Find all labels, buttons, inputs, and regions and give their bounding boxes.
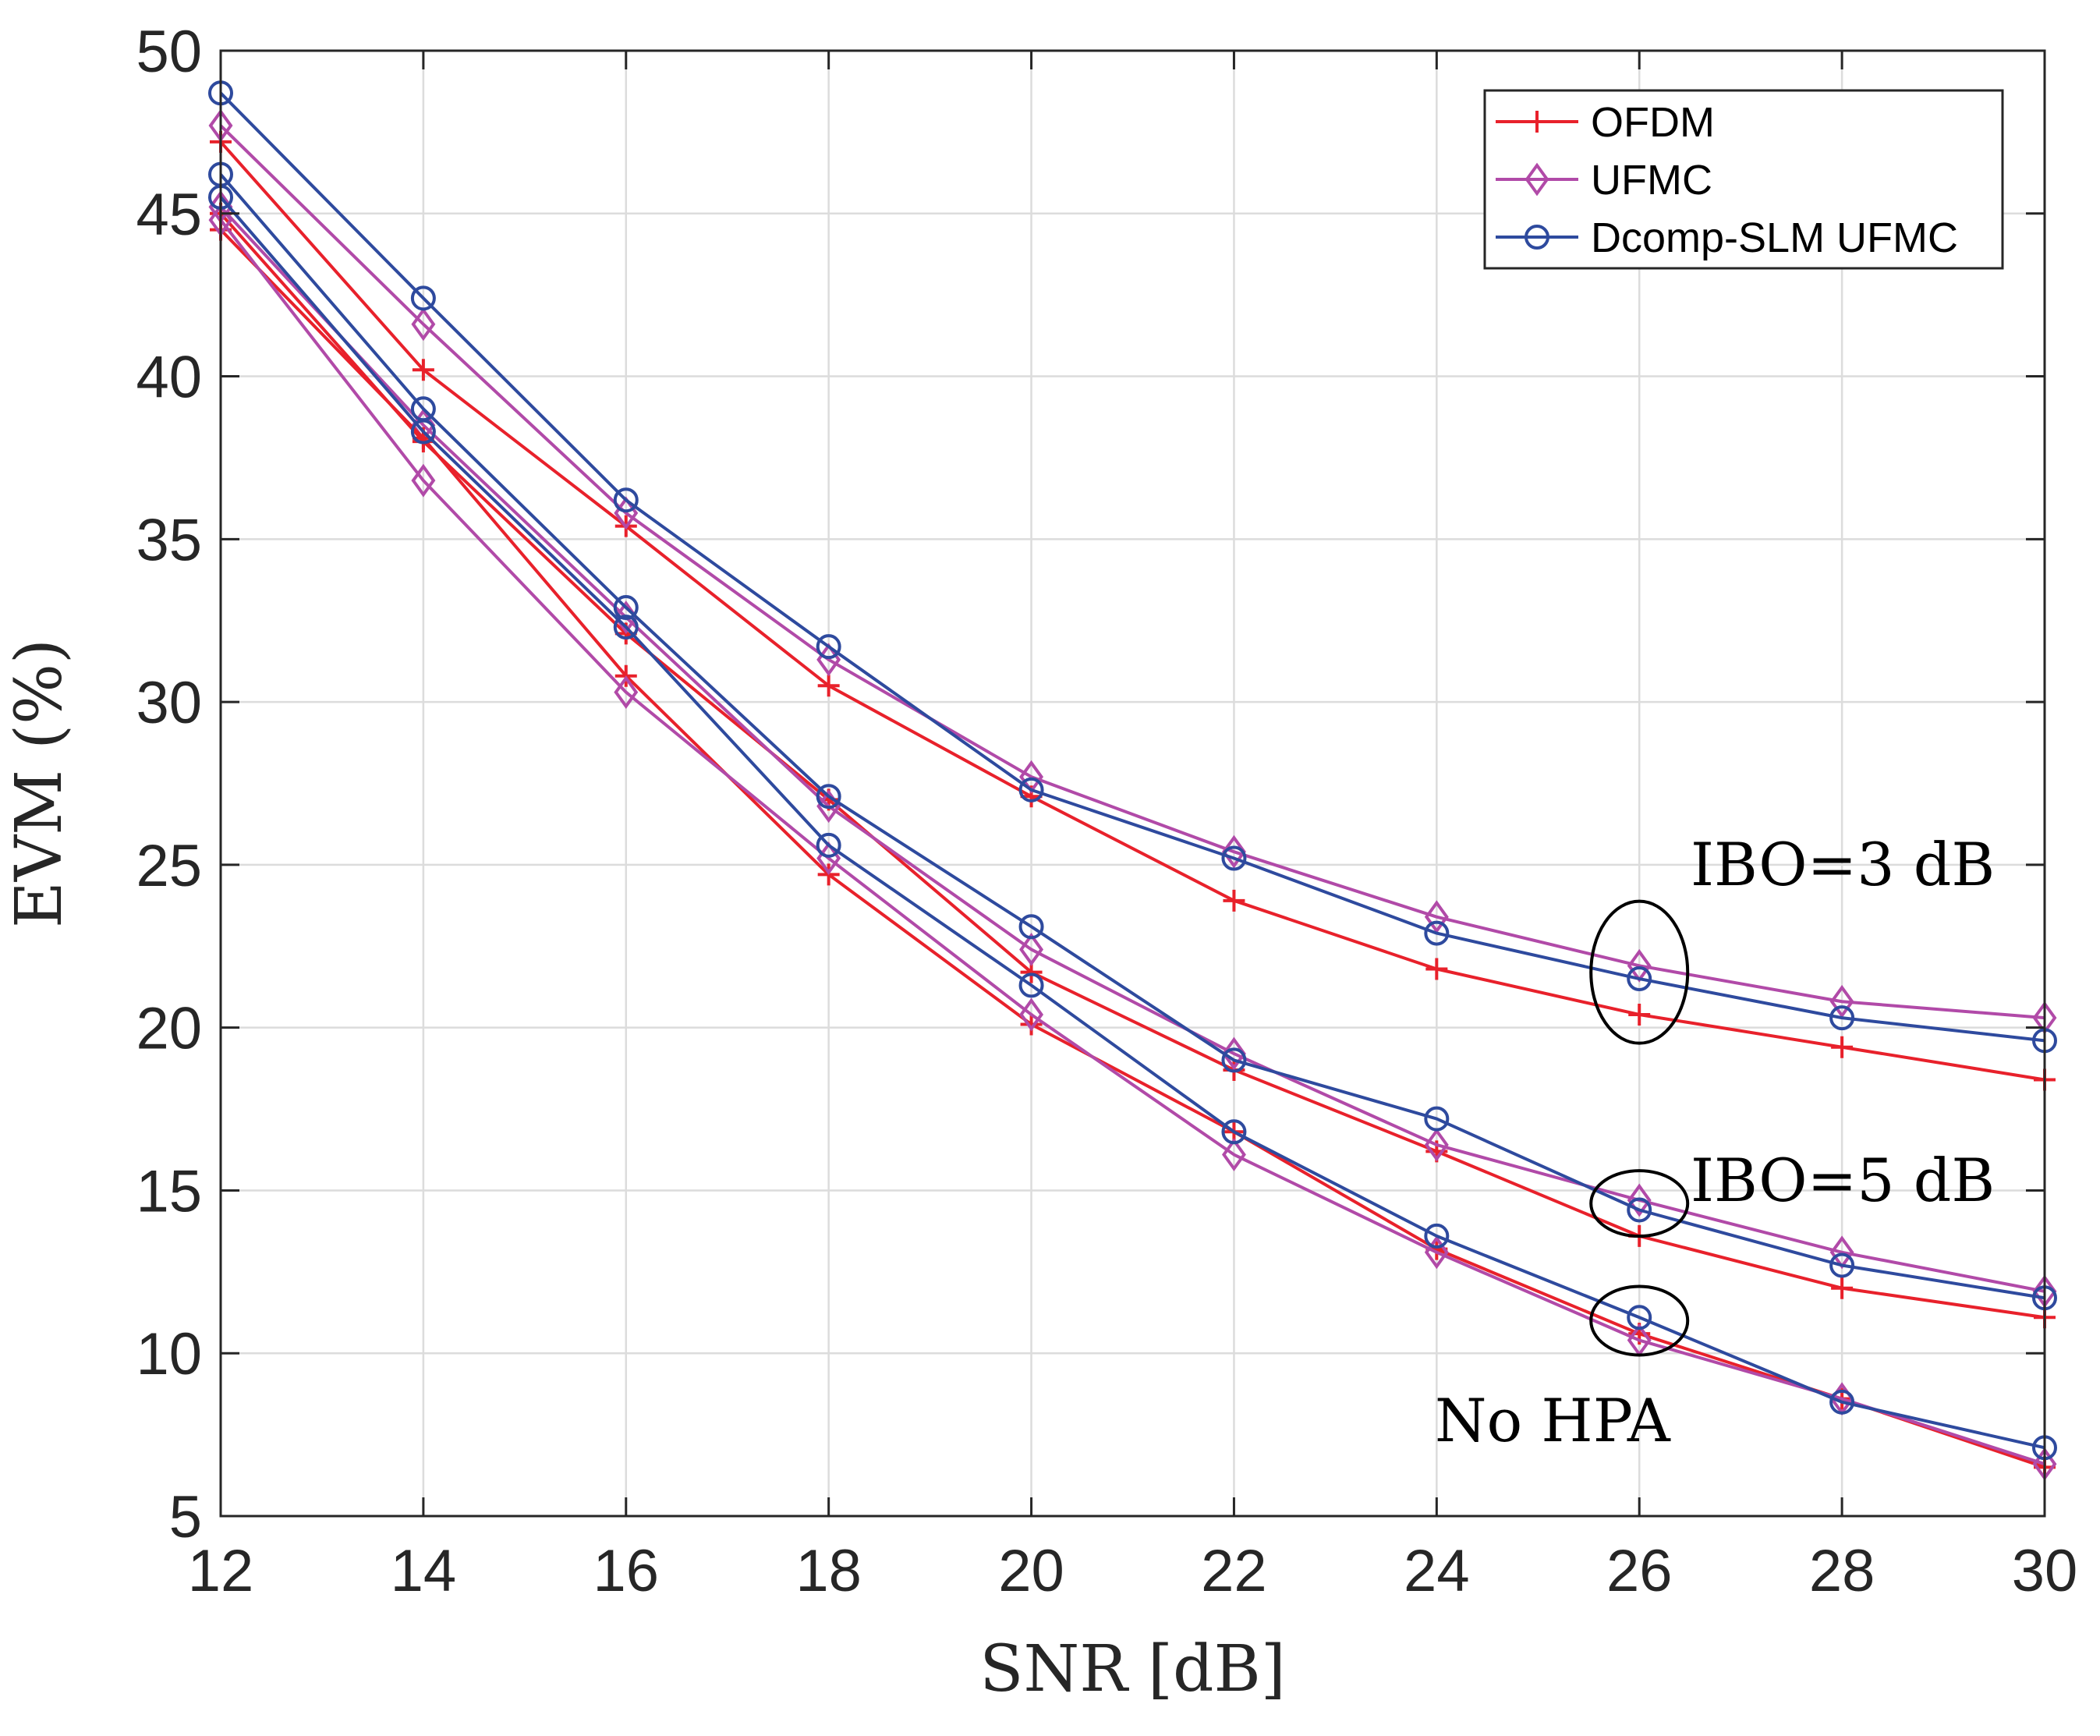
series-line — [219, 212, 2045, 1320]
data-point-circle — [1018, 777, 1044, 802]
data-point-diamond — [1424, 900, 1449, 934]
data-point-plus — [1831, 1036, 1854, 1058]
data-point-diamond — [1221, 1138, 1246, 1171]
data-point-circle — [1221, 845, 1247, 871]
data-point-circle — [1018, 914, 1044, 940]
series-line — [219, 124, 2045, 1020]
series-layer — [208, 80, 2057, 1481]
data-point-circle — [1221, 1119, 1247, 1145]
x-tick-label: 26 — [1606, 1538, 1673, 1604]
data-point-circle — [1829, 1005, 1855, 1031]
x-axis-label: SNR [dB] — [979, 1632, 1285, 1706]
data-point-circle — [1829, 1252, 1855, 1278]
series-line — [219, 140, 2045, 1082]
x-tick-label: 30 — [2012, 1538, 2078, 1604]
annotation-ibo3-label: IBO=3 dB — [1691, 830, 1995, 899]
x-tick-label: 12 — [188, 1538, 254, 1604]
data-point-diamond — [1424, 1235, 1449, 1270]
data-point-circle — [1829, 1389, 1855, 1415]
data-point-diamond — [1221, 834, 1246, 869]
data-point-circle — [1424, 1223, 1450, 1249]
series-line — [219, 91, 2045, 1043]
legend: OFDM UFMC Dcomp-SLM UFMC — [1483, 89, 2004, 270]
data-point-plus — [1223, 889, 1245, 912]
x-tick-label: 14 — [391, 1538, 457, 1604]
data-point-diamond — [1019, 933, 1044, 966]
y-tick-label: 50 — [136, 19, 202, 85]
x-tick-label: 20 — [998, 1538, 1064, 1604]
data-point-plus — [412, 359, 434, 381]
data-point-diamond — [1627, 1183, 1652, 1217]
data-point-circle — [613, 487, 639, 513]
data-point-circle — [410, 285, 436, 311]
annotation-ellipse-no-hpa — [1589, 1284, 1690, 1357]
y-tick-label: 40 — [136, 345, 202, 411]
data-point-plus — [817, 675, 840, 697]
x-tick-label: 18 — [795, 1538, 862, 1604]
data-point-circle — [1424, 920, 1450, 946]
legend-entry-ufmc: UFMC — [1496, 157, 1712, 204]
ticks: 12 14 16 18 20 22 24 26 28 30 5 10 15 20 25 30 35 40 45 50 — [136, 19, 2077, 1604]
data-point-plus — [1425, 958, 1448, 980]
legend-marker-plus — [1526, 111, 1548, 133]
data-point-circle — [1221, 1047, 1247, 1073]
series-line — [219, 173, 2045, 1300]
y-tick-label: 10 — [136, 1321, 202, 1387]
data-point-diamond — [411, 463, 436, 498]
legend-label-ufmc: UFMC — [1591, 157, 1712, 204]
data-point-circle — [410, 419, 436, 445]
data-point-circle — [816, 634, 841, 660]
data-point-plus — [1628, 1003, 1651, 1026]
y-tick-label: 25 — [136, 833, 202, 899]
plot-frame — [219, 49, 2046, 1518]
x-tick-label: 24 — [1404, 1538, 1470, 1604]
data-point-circle — [1424, 1106, 1450, 1132]
legend-entry-dcomp-slm-ufmc: Dcomp-SLM UFMC — [1496, 214, 1958, 261]
data-point-circle — [1627, 1197, 1652, 1223]
series-line — [219, 218, 2045, 1466]
data-point-diamond — [614, 675, 639, 709]
y-tick-label: 35 — [136, 507, 202, 573]
data-point-circle — [816, 784, 841, 810]
y-tick-label: 15 — [136, 1158, 202, 1224]
series-line — [219, 196, 2045, 1450]
annotation-no-hpa-label: No HPA — [1435, 1386, 1671, 1455]
data-point-circle — [613, 595, 639, 621]
x-tick-label: 22 — [1201, 1538, 1267, 1604]
legend-label-ofdm: OFDM — [1591, 99, 1715, 146]
data-point-circle — [1627, 1305, 1652, 1330]
annotation-ibo5-label: IBO=5 dB — [1691, 1146, 1995, 1215]
legend-marker-diamond — [1525, 162, 1549, 197]
series-line — [219, 229, 2045, 1469]
annotation-ellipse-ibo3 — [1589, 899, 1690, 1045]
series-line — [219, 206, 2045, 1293]
data-point-diamond — [1221, 1036, 1246, 1071]
y-tick-label: 45 — [136, 182, 202, 248]
legend-label-dcomp-slm-ufmc: Dcomp-SLM UFMC — [1591, 214, 1958, 261]
data-point-circle — [1627, 966, 1652, 992]
y-tick-label: 5 — [169, 1484, 202, 1550]
data-point-circle — [613, 615, 639, 640]
data-point-plus — [1831, 1277, 1854, 1299]
data-point-diamond — [1424, 1128, 1449, 1162]
x-tick-label: 28 — [1809, 1538, 1875, 1604]
data-point-plus — [1020, 1013, 1043, 1036]
data-point-circle — [1018, 973, 1044, 998]
legend-marker-circle — [1525, 225, 1549, 250]
series-dcomp-slm-ufmc-ibo-3-db — [208, 80, 2057, 1054]
data-point-diamond — [411, 307, 436, 342]
data-point-diamond — [1019, 997, 1044, 1032]
data-point-diamond — [1829, 984, 1854, 1019]
y-tick-label: 20 — [136, 996, 202, 1062]
y-tick-label: 30 — [136, 670, 202, 736]
x-tick-label: 16 — [593, 1538, 660, 1604]
legend-entry-ofdm: OFDM — [1496, 99, 1715, 146]
annotations: IBO=3 dB IBO=5 dB No HPA — [1435, 830, 1995, 1455]
y-axis-label: EVM (%) — [2, 639, 76, 928]
data-point-circle — [816, 832, 841, 858]
annotation-ellipse-ibo5 — [1589, 1169, 1690, 1238]
